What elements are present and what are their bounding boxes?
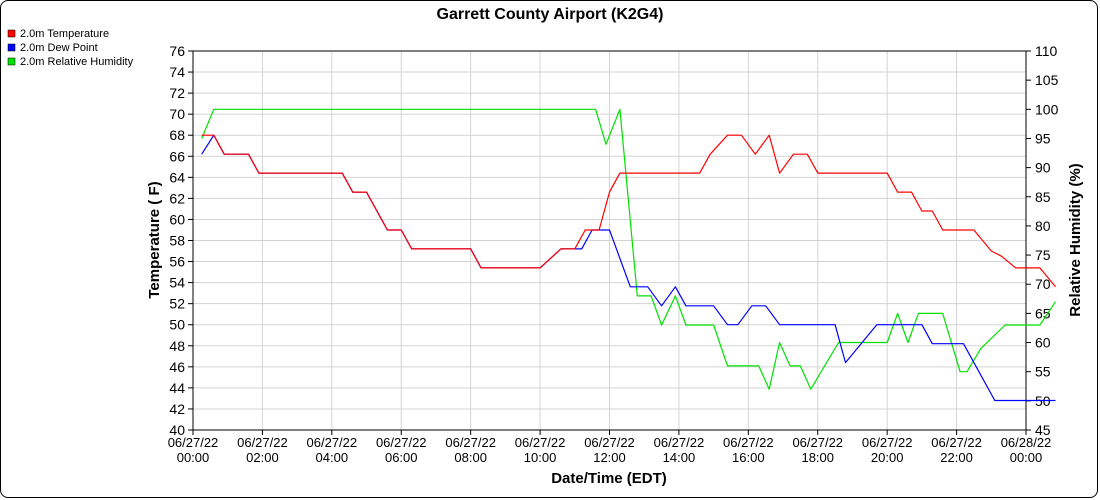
y-tick-label: 48 [169, 338, 185, 354]
y-tick-label: 56 [169, 254, 185, 270]
series-line-2-0m-dew-point [201, 134, 1056, 402]
x-tick-label-date: 06/27/22 [237, 435, 288, 450]
y-axis-left: 40 42 44 46 48 50 52 54 56 58 60 62 64 66 68 70 72 74 76 [169, 43, 193, 438]
x-tick-label-date: 06/27/22 [931, 435, 982, 450]
legend-swatch-temperature [7, 29, 16, 38]
y2-tick-label: 70 [1035, 276, 1051, 292]
y-tick-label: 74 [169, 64, 185, 80]
legend-swatch-relative-humidity [7, 57, 16, 66]
x-tick-label-time: 22:00 [940, 450, 973, 465]
y2-tick-label: 85 [1035, 189, 1051, 205]
y-tick-label: 54 [169, 275, 185, 291]
y-tick-label: 62 [169, 190, 185, 206]
x-tick-label-time: 18:00 [801, 450, 834, 465]
legend-label-dew-point: 2.0m Dew Point [20, 42, 98, 54]
series-lines [201, 108, 1056, 402]
legend-swatch-dew-point [7, 43, 16, 52]
x-tick-label-time: 12:00 [593, 450, 626, 465]
x-tick-label-date: 06/27/22 [862, 435, 913, 450]
x-tick-label-date: 06/27/22 [168, 435, 219, 450]
y2-tick-label: 90 [1035, 160, 1051, 176]
y2-axis-label: Relative Humidity (%) [1067, 163, 1084, 316]
legend-item-temperature[interactable]: 2.0m Temperature [7, 28, 109, 40]
x-axis: 06/27/2200:0006/27/2202:0006/27/2204:000… [168, 430, 1052, 465]
x-tick-label-time: 04:00 [316, 450, 349, 465]
y2-tick-label: 65 [1035, 305, 1051, 321]
y2-tick-label: 110 [1035, 43, 1058, 59]
x-tick-label-time: 00:00 [1010, 450, 1043, 465]
y-tick-label: 66 [169, 148, 185, 164]
x-tick-label-time: 00:00 [177, 450, 210, 465]
x-tick-label-date: 06/27/22 [515, 435, 566, 450]
y2-tick-label: 60 [1035, 335, 1051, 351]
y-tick-label: 68 [169, 127, 185, 143]
y-tick-label: 46 [169, 359, 185, 375]
x-tick-label-date: 06/27/22 [307, 435, 358, 450]
x-tick-label-time: 02:00 [246, 450, 279, 465]
y2-tick-label: 55 [1035, 364, 1051, 380]
y2-tick-label: 45 [1035, 422, 1051, 438]
x-tick-label-time: 16:00 [732, 450, 765, 465]
y2-tick-label: 95 [1035, 130, 1051, 146]
y-tick-label: 70 [169, 106, 185, 122]
x-tick-label-time: 08:00 [454, 450, 487, 465]
x-tick-label-date: 06/27/22 [584, 435, 635, 450]
y-tick-label: 42 [169, 401, 185, 417]
x-tick-label-date: 06/27/22 [792, 435, 843, 450]
legend-item-relative-humidity[interactable]: 2.0m Relative Humidity [7, 56, 134, 68]
chart-title: Garrett County Airport (K2G4) [437, 6, 664, 23]
y-tick-label: 50 [169, 317, 185, 333]
legend: 2.0m Temperature 2.0m Dew Point 2.0m Rel… [7, 28, 134, 68]
x-tick-label-date: 06/27/22 [654, 435, 705, 450]
y-tick-label: 52 [169, 296, 185, 312]
y-tick-label: 72 [169, 85, 185, 101]
x-tick-label-time: 20:00 [871, 450, 904, 465]
y2-tick-label: 80 [1035, 218, 1051, 234]
x-tick-label-date: 06/27/22 [723, 435, 774, 450]
y-tick-label: 60 [169, 211, 185, 227]
grid [192, 50, 1027, 431]
legend-label-temperature: 2.0m Temperature [20, 28, 109, 40]
x-tick-label-time: 06:00 [385, 450, 418, 465]
y2-tick-label: 100 [1035, 101, 1059, 117]
series-line-2-0m-temperature [201, 134, 1056, 288]
x-tick-label-time: 14:00 [663, 450, 696, 465]
y-tick-label: 44 [169, 380, 185, 396]
legend-item-dew-point[interactable]: 2.0m Dew Point [7, 42, 98, 54]
series-line-2-0m-relative-humidity [201, 108, 1056, 390]
x-tick-label-time: 10:00 [524, 450, 557, 465]
x-tick-label-date: 06/27/22 [445, 435, 496, 450]
y-tick-label: 58 [169, 233, 185, 249]
y-tick-label: 64 [169, 169, 185, 185]
legend-label-relative-humidity: 2.0m Relative Humidity [20, 56, 134, 68]
y-axis-label: Temperature ( F) [146, 181, 163, 298]
y2-tick-label: 105 [1035, 72, 1059, 88]
y-tick-label: 40 [169, 422, 185, 438]
y-tick-label: 76 [169, 43, 185, 59]
x-tick-label-date: 06/27/22 [376, 435, 427, 450]
y2-tick-label: 75 [1035, 247, 1051, 263]
x-axis-label: Date/Time (EDT) [551, 470, 667, 487]
x-tick-label-date: 06/28/22 [1001, 435, 1052, 450]
